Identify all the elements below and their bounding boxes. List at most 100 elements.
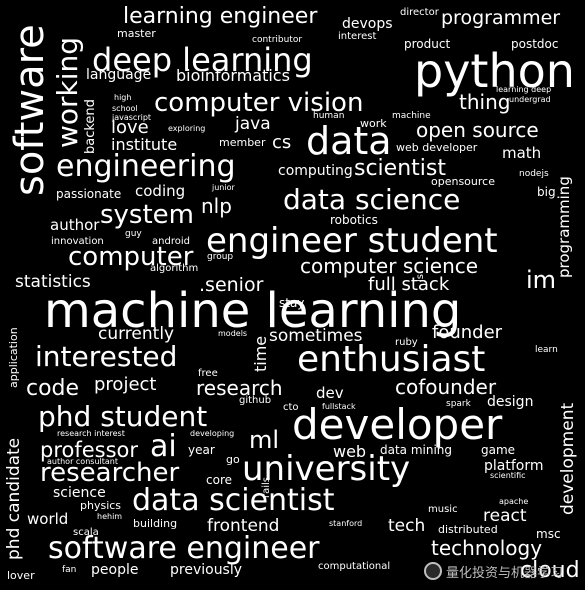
word: project bbox=[94, 374, 157, 395]
word: development bbox=[558, 402, 578, 515]
word: computational bbox=[318, 561, 391, 572]
word: passionate bbox=[56, 187, 122, 201]
word: thing bbox=[459, 90, 511, 114]
word: bioinformatics bbox=[176, 66, 290, 85]
word: junior bbox=[212, 183, 235, 192]
word: guy bbox=[125, 229, 142, 239]
word: music bbox=[428, 504, 458, 515]
word: python bbox=[414, 44, 575, 98]
word: work bbox=[360, 117, 387, 130]
word: stanford bbox=[329, 519, 363, 528]
word: javascript bbox=[112, 113, 152, 122]
word: science bbox=[53, 485, 106, 501]
word: cs bbox=[272, 132, 292, 153]
word: group bbox=[207, 252, 234, 262]
word: big bbox=[537, 185, 556, 199]
word: currently bbox=[98, 324, 175, 344]
word: application bbox=[7, 327, 20, 388]
word: lover bbox=[7, 569, 35, 582]
word: data scientist bbox=[132, 483, 335, 518]
word: scala bbox=[73, 527, 99, 538]
word: programmer bbox=[441, 7, 561, 29]
word: nodejs bbox=[519, 169, 549, 179]
word: product bbox=[404, 37, 451, 51]
word: research interest bbox=[57, 429, 125, 438]
word: design bbox=[487, 394, 534, 410]
word: developer bbox=[292, 400, 503, 449]
word: building bbox=[133, 517, 178, 530]
word: free bbox=[198, 368, 218, 379]
word: programming bbox=[555, 176, 573, 278]
word: hehim bbox=[97, 512, 123, 521]
word: full stack bbox=[368, 274, 450, 295]
word: statistics bbox=[15, 272, 91, 292]
word: spark bbox=[446, 399, 471, 409]
word: open source bbox=[416, 118, 539, 142]
word: scientific bbox=[490, 471, 526, 480]
word: physics bbox=[80, 499, 122, 512]
word: master bbox=[117, 27, 156, 40]
word: deep learning bbox=[92, 41, 313, 79]
word: professor bbox=[40, 438, 139, 462]
word: contributor bbox=[252, 35, 303, 45]
word: cto bbox=[283, 402, 299, 413]
word: core bbox=[206, 473, 232, 487]
word: ai bbox=[150, 429, 177, 464]
word: human bbox=[313, 111, 345, 121]
word: time bbox=[251, 335, 270, 372]
word: engineer student bbox=[206, 221, 498, 261]
word: phd student bbox=[38, 400, 208, 433]
word: working bbox=[51, 36, 84, 148]
word: love bbox=[111, 117, 149, 138]
word: computer bbox=[68, 242, 194, 272]
word: nlp bbox=[201, 194, 232, 218]
word: software engineer bbox=[48, 531, 320, 566]
word: language bbox=[86, 67, 152, 83]
word: algorithm bbox=[150, 263, 199, 274]
wechat-icon bbox=[424, 562, 442, 580]
word: research bbox=[196, 376, 283, 400]
word: web developer bbox=[396, 141, 478, 154]
word: sometimes bbox=[269, 326, 363, 346]
word: data bbox=[306, 119, 392, 163]
word: robotics bbox=[330, 213, 378, 227]
word: backend bbox=[83, 99, 98, 154]
watermark-text: 量化投资与机器学习 bbox=[446, 565, 564, 581]
word: frontend bbox=[207, 516, 280, 536]
word: fullstack bbox=[322, 402, 356, 411]
word: learn bbox=[535, 345, 558, 355]
word: math bbox=[502, 144, 542, 162]
word: undergrad bbox=[509, 95, 551, 104]
word: university bbox=[242, 449, 411, 489]
word: tech bbox=[388, 516, 426, 536]
word: fan bbox=[62, 565, 77, 575]
word: scientist bbox=[354, 156, 446, 181]
word: people bbox=[91, 562, 139, 578]
word: previously bbox=[170, 562, 243, 578]
word: computer vision bbox=[154, 88, 364, 118]
word: interested bbox=[35, 340, 178, 373]
word: devops bbox=[342, 16, 393, 32]
word: cofounder bbox=[395, 375, 497, 399]
word: engineering bbox=[56, 149, 236, 184]
word: ml bbox=[249, 426, 280, 454]
word: technology bbox=[431, 536, 543, 560]
word: ruby bbox=[395, 337, 418, 348]
word: member bbox=[219, 136, 266, 149]
word: innovation bbox=[51, 236, 104, 247]
word: im bbox=[526, 266, 557, 294]
word: apache bbox=[499, 497, 529, 506]
word: system bbox=[100, 200, 194, 230]
word: android bbox=[152, 236, 190, 247]
word: year bbox=[188, 443, 215, 457]
word: react bbox=[483, 506, 527, 526]
word: institute bbox=[111, 135, 178, 154]
word: models bbox=[218, 329, 248, 338]
word: stay bbox=[279, 296, 305, 310]
word: computer science bbox=[300, 254, 479, 278]
word: school bbox=[112, 104, 138, 113]
word: platform bbox=[484, 458, 544, 474]
word: interest bbox=[338, 31, 377, 42]
word: dev bbox=[316, 384, 344, 402]
